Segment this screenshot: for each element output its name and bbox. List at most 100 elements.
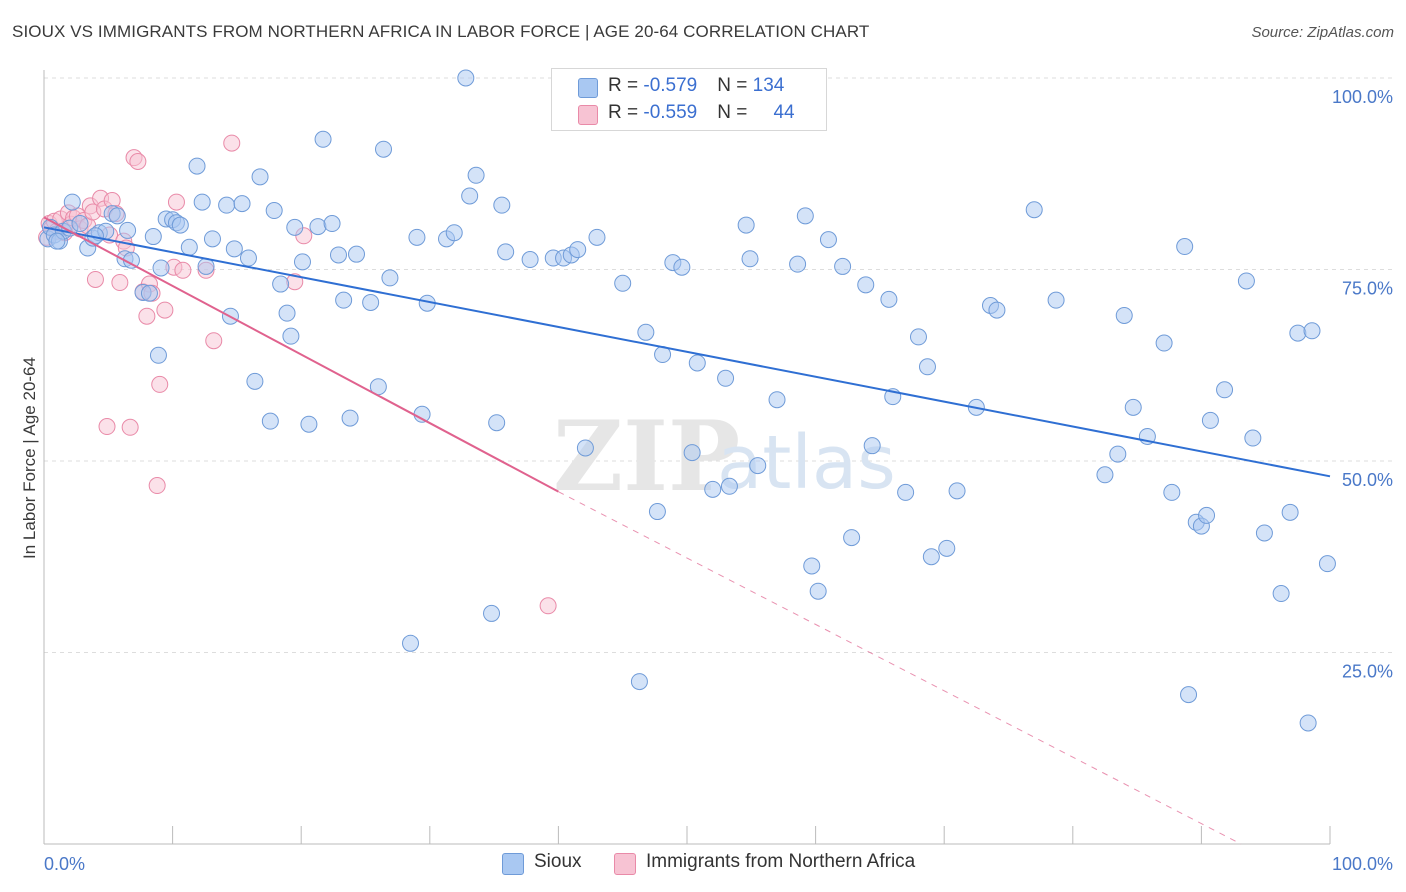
sioux-point xyxy=(218,196,236,214)
sioux-point xyxy=(261,412,279,430)
stats-text: R = -0.579 N = 134 xyxy=(608,75,784,97)
sioux-point xyxy=(1289,324,1307,342)
sioux-point xyxy=(1155,334,1173,352)
sioux-point xyxy=(1216,381,1234,399)
x-tick-label-max: 100.0% xyxy=(1332,854,1393,874)
sioux-point xyxy=(347,245,365,263)
sioux-point xyxy=(483,604,501,622)
sioux-point xyxy=(1244,429,1262,447)
sioux-point xyxy=(265,202,283,220)
sioux-point xyxy=(381,269,399,287)
y-tick-label: 100.0% xyxy=(1332,87,1393,107)
sioux-point xyxy=(149,346,167,364)
sioux-point xyxy=(171,216,189,234)
sioux-point xyxy=(300,415,318,433)
y-axis-label: In Labor Force | Age 20-64 xyxy=(20,357,39,559)
watermark: ZIP atlas xyxy=(553,400,896,513)
sioux-point xyxy=(362,293,380,311)
sioux-point xyxy=(282,327,300,345)
northern-africa-point xyxy=(167,193,185,211)
sioux-point xyxy=(445,224,463,242)
sioux-point xyxy=(497,243,515,261)
sioux-point xyxy=(938,539,956,557)
sioux-point xyxy=(293,253,311,271)
r-value: -0.559 xyxy=(643,102,698,123)
sioux-point xyxy=(897,483,915,501)
sioux-point xyxy=(749,457,767,475)
sioux-point xyxy=(1047,291,1065,309)
northern-africa-point xyxy=(98,418,116,436)
source-label: Source: ZipAtlas.com xyxy=(1251,24,1394,41)
n-label: N = xyxy=(717,102,753,123)
sioux-point xyxy=(576,439,594,457)
sioux-point xyxy=(1201,411,1219,429)
sioux-point xyxy=(375,140,393,158)
sioux-point xyxy=(272,275,290,293)
sioux-point xyxy=(180,238,198,256)
sioux-point xyxy=(909,328,927,346)
sioux-point xyxy=(144,228,162,246)
y-tick-labels: 25.0% 50.0% 75.0% 100.0% xyxy=(1332,87,1393,682)
sioux-point xyxy=(278,304,296,322)
sioux-point xyxy=(188,157,206,175)
northern-africa-point xyxy=(151,375,169,393)
sioux-point xyxy=(48,232,66,250)
sioux-point xyxy=(796,207,814,225)
sioux-point xyxy=(225,240,243,258)
sioux-point xyxy=(341,409,359,427)
sioux-point xyxy=(461,187,479,205)
sioux-point xyxy=(1115,306,1133,324)
n-value: 134 xyxy=(752,75,785,96)
sioux-swatch xyxy=(502,853,524,875)
northern-africa-point xyxy=(223,134,241,152)
sioux-point xyxy=(789,255,807,273)
northern-africa-trend-extension xyxy=(558,491,1242,845)
northern-africa-point xyxy=(539,597,557,615)
sioux-point xyxy=(323,215,341,233)
sioux-point xyxy=(834,257,852,275)
sioux-point xyxy=(63,193,81,211)
sioux-point xyxy=(314,130,332,148)
sioux-point xyxy=(1255,524,1273,542)
sioux-point xyxy=(140,284,158,302)
sioux-point xyxy=(648,503,666,521)
northern-africa-point xyxy=(156,301,174,319)
sioux-point xyxy=(683,444,701,462)
r-value: -0.579 xyxy=(643,75,698,96)
x-tick-marks xyxy=(172,826,1331,844)
sioux-point xyxy=(1281,503,1299,521)
sioux-point xyxy=(246,372,264,390)
sioux-point xyxy=(741,250,759,268)
sioux-point xyxy=(1318,555,1336,573)
northern-africa-swatch xyxy=(614,853,636,875)
sioux-point xyxy=(233,195,251,213)
sioux-point xyxy=(71,215,89,233)
sioux-point xyxy=(673,258,691,276)
sioux-point xyxy=(1303,322,1321,340)
northern-africa-swatch xyxy=(578,105,598,125)
sioux-point xyxy=(918,358,936,376)
northern-africa-point xyxy=(129,152,147,170)
sioux-point xyxy=(467,166,485,184)
sioux-point xyxy=(1124,398,1142,416)
sioux-point xyxy=(819,231,837,249)
sioux-point xyxy=(521,251,539,269)
watermark-atlas: atlas xyxy=(717,420,896,506)
sioux-point xyxy=(569,241,587,259)
sioux-point xyxy=(1163,483,1181,501)
sioux-point xyxy=(488,414,506,432)
stats-text: R = -0.559 N = 44 xyxy=(608,102,795,124)
sioux-point xyxy=(704,480,722,498)
sioux-point xyxy=(1237,272,1255,290)
y-tick-label: 75.0% xyxy=(1342,279,1393,299)
sioux-point xyxy=(717,369,735,387)
sioux-point xyxy=(493,196,511,214)
sioux-point xyxy=(457,69,475,87)
legend-label-sioux: Sioux xyxy=(534,851,582,872)
sioux-point xyxy=(720,477,738,495)
sioux-point xyxy=(737,216,755,234)
northern-africa-point xyxy=(174,261,192,279)
sioux-point xyxy=(1109,445,1127,463)
trend-lines xyxy=(43,216,1331,845)
